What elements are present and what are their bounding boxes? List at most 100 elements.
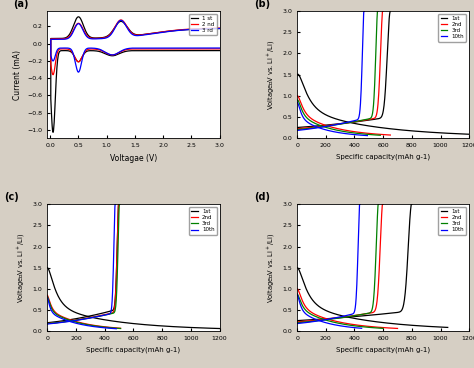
3rd (365, 311, 371, 315)
1 st (76, 15, 82, 19)
1st (362, 118, 368, 123)
Line: 1st: 1st (47, 204, 119, 323)
Line: 2nd: 2nd (297, 11, 383, 129)
10th (336, 122, 341, 126)
2nd (377, 262, 383, 266)
2nd (345, 314, 351, 319)
Line: 3rd: 3rd (297, 11, 378, 130)
3rd (360, 312, 365, 316)
10th (294, 128, 300, 132)
10th (357, 202, 363, 206)
1 st (217, 49, 222, 53)
1st (331, 122, 337, 127)
1st (407, 214, 413, 218)
Legend: 1 st, 2 nd, 3 rd: 1 st, 2 nd, 3 rd (189, 14, 217, 35)
2nd (379, 208, 385, 212)
10th (85, 316, 91, 321)
3rd (316, 125, 321, 130)
3 rd (217, 26, 222, 31)
3rd (89, 315, 95, 320)
1st (83, 315, 89, 319)
Y-axis label: Voltage（V vs. Li$^+$/Li): Voltage（V vs. Li$^+$/Li) (265, 39, 277, 110)
Text: (a): (a) (13, 0, 28, 9)
3rd (361, 312, 367, 316)
2 nd (217, 26, 222, 30)
2nd (380, 202, 385, 206)
2 nd (68, 48, 73, 53)
3 rd (149, 32, 155, 36)
Line: 3 rd: 3 rd (51, 20, 219, 72)
10th (346, 312, 352, 317)
2nd (377, 77, 383, 82)
2nd (317, 318, 323, 322)
Line: 10th: 10th (47, 204, 116, 324)
10th (102, 313, 108, 317)
2nd (317, 124, 323, 129)
3 rd (182, 46, 188, 50)
10th (330, 316, 336, 321)
Line: 1 st: 1 st (51, 17, 219, 132)
3rd (372, 82, 377, 87)
2 nd (80, 53, 86, 57)
1 st (68, 49, 73, 54)
2 nd (143, 32, 149, 36)
Y-axis label: Voltage（V vs. Li$^+$/Li): Voltage（V vs. Li$^+$/Li) (16, 233, 27, 303)
3rd (332, 123, 337, 127)
1st (45, 321, 50, 325)
1st (409, 202, 415, 206)
1 st (182, 49, 188, 53)
2nd (294, 127, 300, 131)
3rd (117, 202, 122, 206)
Line: 2nd: 2nd (47, 204, 119, 323)
Line: 1st: 1st (297, 204, 412, 321)
3rd (344, 315, 349, 319)
1st (87, 314, 92, 318)
3rd (117, 202, 123, 206)
1 st (50, 130, 56, 135)
1st (116, 202, 121, 206)
2nd (334, 316, 340, 320)
1st (305, 124, 311, 129)
2nd (334, 122, 340, 127)
2nd (116, 202, 121, 206)
3rd (306, 319, 312, 324)
1st (404, 267, 410, 271)
X-axis label: Specific capacity(mAh g-1): Specific capacity(mAh g-1) (336, 347, 430, 353)
1st (113, 280, 119, 285)
1st (116, 202, 122, 206)
2nd (340, 315, 346, 319)
3rd (106, 312, 111, 316)
2nd (89, 315, 94, 319)
1 st (80, 53, 86, 58)
Line: 2nd: 2nd (297, 204, 383, 322)
1st (115, 211, 121, 216)
2nd (379, 17, 385, 21)
Text: (b): (b) (254, 0, 270, 9)
10th (45, 322, 50, 326)
Line: 3rd: 3rd (297, 204, 379, 323)
2nd (340, 121, 346, 126)
2nd (45, 321, 51, 326)
3rd (374, 17, 380, 21)
3 rd (76, 70, 82, 74)
3rd (309, 319, 315, 323)
Legend: 1st, 2nd, 3rd, 10th: 1st, 2nd, 3rd, 10th (438, 14, 466, 42)
3 rd (68, 47, 73, 51)
1st (307, 318, 313, 322)
Text: (d): (d) (254, 192, 270, 202)
3 rd (111, 28, 117, 32)
10th (106, 312, 112, 316)
10th (112, 202, 118, 206)
3 rd (80, 54, 86, 59)
3 rd (118, 18, 124, 22)
2nd (380, 9, 385, 13)
10th (356, 117, 361, 121)
2nd (45, 321, 50, 326)
10th (333, 315, 339, 320)
3rd (45, 321, 51, 326)
1st (377, 312, 383, 316)
2nd (87, 315, 93, 320)
10th (334, 122, 340, 127)
2 nd (118, 18, 124, 22)
3rd (376, 202, 382, 206)
